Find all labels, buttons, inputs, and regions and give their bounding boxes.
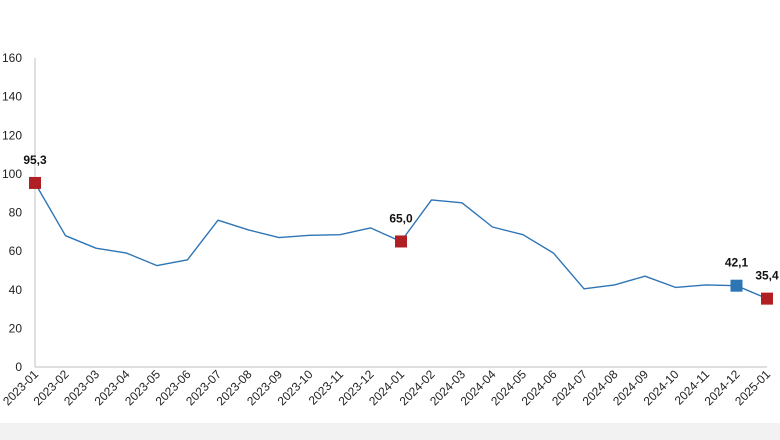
y-tick-label: 40 bbox=[9, 283, 23, 297]
y-tick-label: 100 bbox=[2, 167, 22, 181]
y-tick-label: 120 bbox=[2, 128, 22, 142]
data-label: 95,3 bbox=[23, 153, 47, 167]
y-tick-label: 60 bbox=[9, 244, 23, 258]
y-tick-label: 0 bbox=[15, 360, 22, 374]
data-point-marker bbox=[761, 292, 773, 305]
y-tick-label: 160 bbox=[2, 51, 22, 65]
data-label: 65,0 bbox=[389, 211, 413, 225]
data-point-marker bbox=[730, 279, 743, 292]
y-tick-label: 80 bbox=[9, 206, 23, 220]
data-label: 35,4 bbox=[755, 269, 779, 283]
data-label: 42,1 bbox=[725, 256, 749, 270]
data-point-marker bbox=[395, 235, 407, 248]
bottom-band bbox=[0, 423, 780, 440]
y-tick-label: 140 bbox=[2, 90, 22, 104]
data-point-marker bbox=[29, 176, 41, 189]
y-tick-label: 20 bbox=[9, 321, 23, 335]
